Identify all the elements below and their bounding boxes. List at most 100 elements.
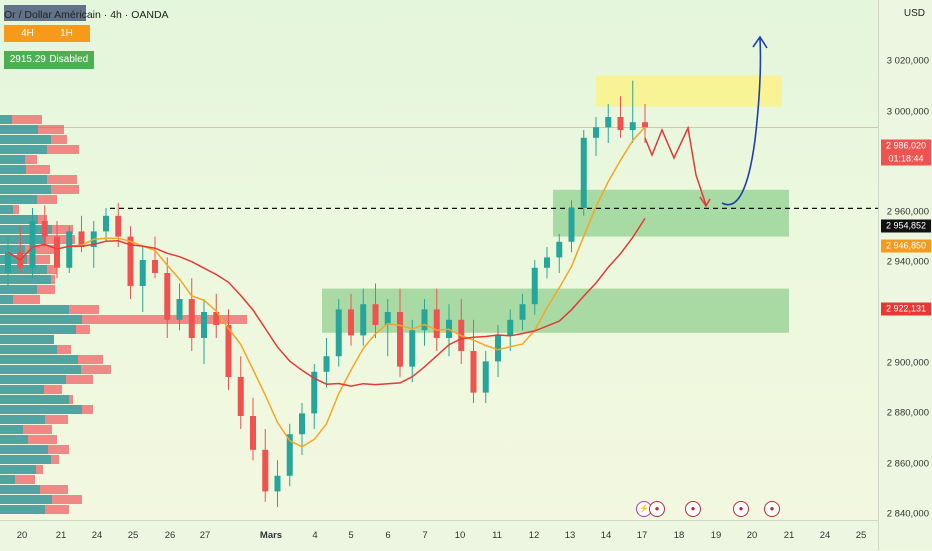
time-tick: 20 — [746, 530, 758, 541]
volume-profile-bar — [52, 495, 82, 504]
candle-body — [323, 356, 330, 372]
volume-profile-bar — [0, 445, 48, 454]
volume-profile-bar — [25, 155, 37, 164]
candle-body — [41, 221, 48, 237]
volume-profile-bar — [51, 275, 55, 284]
time-tick: 17 — [636, 530, 648, 541]
price-axis[interactable]: USD 3 020,000 3 000,000 2 960,000 2 940,… — [878, 0, 932, 550]
volume-profile-bar — [0, 125, 38, 134]
time-axis[interactable]: 20 21 24 25 26 27 Mars 4 5 6 7 10 11 12 … — [0, 520, 878, 551]
volume-profile-bar — [48, 445, 69, 454]
volume-profile-bar — [0, 345, 57, 354]
volume-profile-bar — [47, 175, 77, 184]
candle-body — [482, 361, 489, 393]
candle-body — [152, 260, 158, 273]
volume-profile-bar — [0, 245, 25, 254]
volume-profile-bar — [51, 135, 67, 144]
projected-arrowhead-red — [699, 196, 711, 208]
volume-profile-bar — [45, 415, 68, 424]
volume-profile-bar — [0, 465, 36, 474]
volume-profile-bar — [0, 415, 45, 424]
volume-profile-bar — [0, 325, 76, 334]
green-zone — [553, 189, 789, 237]
candle-body — [470, 351, 477, 393]
candle-body — [127, 236, 134, 286]
price-tick: 2 900,000 — [886, 357, 929, 369]
candle-body — [262, 449, 269, 492]
candle-body — [531, 267, 538, 305]
volume-profile-bar — [37, 195, 57, 204]
price-tick: 2 840,000 — [886, 508, 929, 520]
volume-profile-bar — [0, 175, 47, 184]
volume-profile-bar — [57, 345, 71, 354]
price-tick: 3 020,000 — [886, 55, 929, 67]
volume-profile-bar — [0, 305, 69, 314]
volume-profile-bar — [78, 355, 103, 364]
timeframe-badge: 4H 1H — [4, 25, 90, 42]
price-tick: 3 000,000 — [886, 106, 929, 118]
volume-profile-bar — [66, 375, 93, 384]
candle-body — [360, 304, 367, 336]
candle-body — [421, 309, 428, 331]
ma-slow-line — [7, 217, 646, 387]
us-flag-icon[interactable]: ● — [733, 501, 749, 517]
volume-profile-bar — [0, 505, 45, 514]
yellow-zone — [596, 75, 782, 107]
volume-profile-bar — [0, 235, 46, 244]
candle-body — [642, 122, 648, 128]
volume-profile-bar — [37, 285, 55, 294]
time-tick: 13 — [564, 530, 576, 541]
time-tick: 26 — [164, 530, 176, 541]
volume-profile-bar — [0, 275, 51, 284]
time-tick: 11 — [492, 530, 502, 541]
time-tick: 10 — [454, 530, 466, 541]
chart-area[interactable] — [0, 0, 878, 520]
volume-profile-bar — [0, 265, 47, 274]
volume-profile-bar — [0, 295, 13, 304]
time-tick: 24 — [91, 530, 103, 541]
currency-label[interactable]: USD — [903, 8, 925, 19]
volume-profile-bar — [82, 405, 93, 414]
candle-countdown-label: 01:18:44 — [881, 152, 931, 166]
volume-profile-bar — [0, 375, 66, 384]
candle-body — [384, 312, 391, 325]
candle-body — [397, 312, 403, 367]
indicator-status-badge: 2915.29 Disabled — [4, 51, 94, 69]
volume-profile-bar — [81, 365, 111, 374]
ma-fast-label: 2 946,850 — [881, 239, 931, 253]
volume-profile-bar — [0, 485, 40, 494]
candle-body — [556, 241, 563, 258]
candle-body — [250, 416, 256, 450]
volume-profile-bar — [47, 265, 57, 274]
volume-profile-bar — [0, 405, 82, 414]
volume-profile-bar — [0, 145, 47, 154]
us-flag-icon[interactable]: ● — [649, 501, 665, 517]
volume-profile-bar — [0, 115, 12, 124]
volume-profile-bar — [23, 425, 52, 434]
candle-body — [311, 371, 318, 414]
candle-body — [176, 299, 183, 320]
time-tick: Mars — [259, 530, 283, 541]
time-tick: 6 — [385, 530, 391, 541]
volume-profile-bar — [0, 385, 44, 394]
candle-body — [580, 137, 587, 208]
time-tick: 20 — [16, 530, 28, 541]
price-chart[interactable] — [0, 0, 878, 520]
time-tick: 5 — [348, 530, 354, 541]
volume-profile-bar — [27, 255, 50, 264]
volume-profile-bar — [13, 205, 19, 214]
us-flag-icon[interactable]: ● — [685, 501, 701, 517]
volume-profile-bar — [0, 215, 38, 224]
price-tick: 2 940,000 — [886, 256, 929, 268]
volume-profile-bar — [38, 215, 47, 224]
volume-profile-bar — [47, 145, 79, 154]
candle-body — [433, 309, 440, 338]
candle-body — [164, 273, 171, 320]
volume-profile-bar — [51, 185, 79, 194]
candle-body — [544, 257, 550, 268]
indicator-value: 2915.29 — [9, 54, 46, 65]
price-tick: 2 880,000 — [886, 407, 929, 419]
indicator-header-bar — [4, 5, 86, 21]
us-flag-icon[interactable]: ● — [764, 501, 780, 517]
timeframe-badge-right: 1H — [60, 28, 73, 39]
